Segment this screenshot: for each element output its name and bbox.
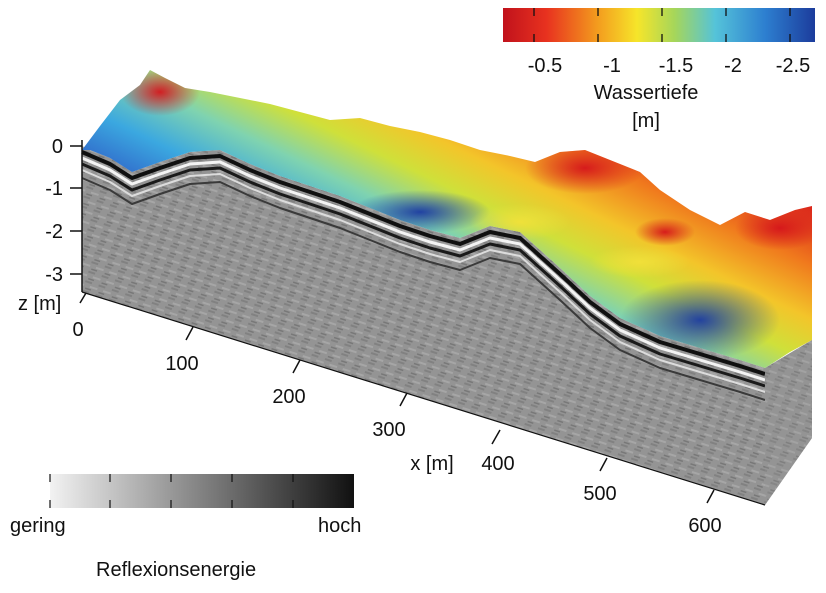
energy-colorbar: gering hoch Reflexionsenergie [10, 474, 361, 581]
depth-colorbar-gradient [503, 8, 815, 42]
depth-colorbar-unit: [m] [632, 110, 660, 132]
x-tick-label: 200 [272, 386, 305, 408]
z-axis: 0 -1 -2 -3 z [m] [18, 136, 83, 315]
z-tick-label: -1 [45, 178, 63, 200]
energy-low-label: gering [10, 515, 66, 537]
x-tick-label: 400 [481, 453, 514, 475]
x-axis-label: x [m] [410, 453, 453, 475]
x-tick-label: 100 [165, 353, 198, 375]
depth-tick-label: -0.5 [528, 55, 562, 77]
x-tick-label: 300 [372, 419, 405, 441]
x-axis: 0 100 200 300 x [m] 400 500 600 [72, 291, 766, 537]
z-axis-label: z [m] [18, 293, 61, 315]
depth-tick-label: -1.5 [659, 55, 693, 77]
depth-tick-label: -2.5 [776, 55, 810, 77]
z-tick-label: -2 [45, 221, 63, 243]
energy-colorbar-title: Reflexionsenergie [96, 559, 256, 581]
radargram-face [82, 146, 765, 505]
x-tick-label: 0 [72, 319, 83, 341]
x-tick-label: 600 [688, 515, 721, 537]
depth-colorbar-ticks [533, 8, 791, 42]
x-tick-label: 500 [583, 483, 616, 505]
depth-colorbar: -0.5 -1 -1.5 -2 -2.5 Wassertiefe [m] [503, 8, 815, 132]
depth-colorbar-title: Wassertiefe [594, 82, 699, 104]
depth-tick-label: -2 [724, 55, 742, 77]
energy-high-label: hoch [318, 515, 361, 537]
energy-colorbar-gradient [50, 474, 354, 508]
depth-tick-label: -1 [603, 55, 621, 77]
bathymetry-surface [82, 70, 812, 368]
surface-reflection-bands [81, 150, 766, 401]
z-tick-label: 0 [52, 136, 63, 158]
z-tick-label: -3 [45, 264, 63, 286]
